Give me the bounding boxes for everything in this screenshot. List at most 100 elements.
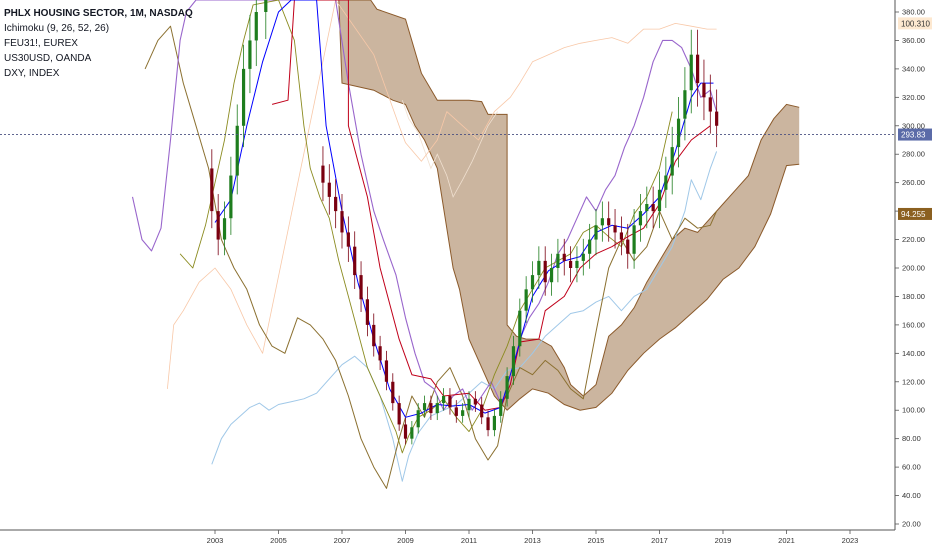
price-tick-label: 320.00 bbox=[902, 93, 925, 102]
kumo-top-line bbox=[338, 0, 800, 397]
candle-body bbox=[410, 427, 414, 439]
candle-body bbox=[359, 275, 363, 300]
candle-body bbox=[216, 211, 220, 240]
candle-body bbox=[664, 175, 668, 190]
candle-body bbox=[626, 239, 630, 254]
price-tick-label: 180.00 bbox=[902, 292, 925, 301]
candle-body bbox=[467, 398, 471, 411]
candle-body bbox=[562, 253, 566, 261]
candle-body bbox=[454, 407, 458, 416]
price-tick-label: 120.00 bbox=[902, 377, 925, 386]
candle-body bbox=[222, 218, 227, 240]
price-tick-label: 100.00 bbox=[902, 406, 925, 415]
candle-body bbox=[657, 189, 662, 212]
candle-body bbox=[638, 211, 643, 226]
time-tick-label: 2009 bbox=[397, 536, 414, 545]
dxy-line bbox=[144, 25, 718, 489]
candle-body bbox=[264, 0, 268, 12]
price-tick-label: 160.00 bbox=[902, 320, 925, 329]
price-tick-label: 60.00 bbox=[902, 463, 921, 472]
price-tick-label: 40.00 bbox=[902, 491, 921, 500]
candle-body bbox=[556, 253, 560, 268]
candle-body bbox=[505, 376, 509, 399]
candle-body bbox=[588, 239, 592, 254]
legend-feu: FEU31!, EUREX bbox=[4, 38, 78, 49]
candle-body bbox=[416, 410, 420, 428]
candle-body bbox=[248, 40, 252, 69]
candle-body bbox=[340, 211, 344, 233]
candle-body bbox=[670, 147, 674, 176]
candle-body bbox=[524, 289, 528, 311]
candle-body bbox=[346, 232, 350, 247]
candle-body bbox=[327, 182, 331, 197]
time-axis-ticks: 2003 2005 2007 2009 2011 2013 2015 2017 2019 2021… bbox=[207, 530, 859, 545]
candle-body bbox=[530, 275, 535, 290]
legend-us30: US30USD, OANDA bbox=[4, 53, 92, 64]
time-tick-label: 2005 bbox=[270, 536, 287, 545]
time-tick-label: 2017 bbox=[651, 536, 668, 545]
candle-body bbox=[422, 403, 427, 411]
badge-dxy-bg bbox=[898, 207, 932, 220]
price-tick-label: 260.00 bbox=[902, 178, 925, 187]
candle-body bbox=[461, 410, 465, 416]
candle-body bbox=[378, 346, 382, 361]
candle-body bbox=[435, 403, 439, 414]
price-tick-label: 280.00 bbox=[902, 150, 925, 159]
ichimoku-cloud bbox=[338, 0, 800, 411]
candle-body bbox=[696, 54, 700, 84]
candle-body bbox=[689, 54, 693, 91]
candle-body bbox=[429, 403, 433, 414]
badge-top: 100.310 bbox=[901, 19, 930, 28]
time-tick-label: 2021 bbox=[778, 536, 795, 545]
candle-body bbox=[549, 268, 554, 283]
price-tick-label: 300.00 bbox=[902, 121, 925, 130]
candle-body bbox=[600, 218, 604, 226]
time-tick-label: 2013 bbox=[524, 536, 541, 545]
candle-body bbox=[708, 97, 712, 112]
candle-body bbox=[715, 111, 719, 126]
candles bbox=[210, 0, 719, 445]
candle-body bbox=[321, 165, 325, 183]
legend-ichimoku: Ichimoku (9, 26, 52, 26) bbox=[4, 23, 110, 34]
candle-body bbox=[492, 415, 496, 431]
price-tick-label: 80.00 bbox=[902, 434, 921, 443]
time-tick-label: 2023 bbox=[842, 536, 859, 545]
candle-body bbox=[210, 168, 214, 212]
price-axis-ticks: 20.00 40.00 60.00 80.00 100.00 120.00 140.00 16… bbox=[895, 8, 925, 529]
legend-title: PHLX HOUSING SECTOR, 1M, NASDAQ bbox=[4, 8, 193, 19]
time-tick-label: 2011 bbox=[461, 536, 477, 545]
candle-body bbox=[403, 424, 408, 439]
candle-body bbox=[391, 381, 395, 404]
candle-body bbox=[229, 175, 233, 219]
candle-body bbox=[448, 396, 452, 408]
candle-body bbox=[619, 232, 623, 240]
price-tick-label: 360.00 bbox=[902, 36, 925, 45]
candle-body bbox=[499, 398, 503, 416]
badge-last-price-bg bbox=[898, 128, 932, 141]
candle-body bbox=[543, 260, 547, 283]
candle-body bbox=[334, 196, 338, 212]
legend-dxy: DXY, INDEX bbox=[4, 68, 60, 79]
price-tick-label: 200.00 bbox=[902, 264, 925, 273]
candle-body bbox=[702, 83, 706, 98]
candle-body bbox=[254, 12, 258, 41]
chart-legend: PHLX HOUSING SECTOR, 1M, NASDAQ Ichimoku… bbox=[4, 6, 193, 81]
time-tick-label: 2007 bbox=[334, 536, 351, 545]
candle-body bbox=[372, 324, 376, 347]
price-tick-label: 220.00 bbox=[902, 235, 925, 244]
badge-top-bg bbox=[898, 17, 932, 30]
candle-body bbox=[473, 398, 477, 405]
price-badges: 100.310 293.83 94.255 bbox=[898, 17, 932, 220]
candle-body bbox=[632, 225, 636, 254]
candle-body bbox=[480, 404, 484, 418]
kumo-fill bbox=[338, 0, 800, 411]
candle-body bbox=[613, 225, 617, 233]
price-tick-label: 140.00 bbox=[902, 349, 925, 358]
time-tick-label: 2019 bbox=[715, 536, 732, 545]
kumo-inner-line bbox=[401, 100, 498, 198]
candle-body bbox=[235, 125, 239, 176]
candle-body bbox=[683, 90, 687, 119]
candle-body bbox=[607, 218, 611, 226]
candle-body bbox=[518, 310, 522, 347]
